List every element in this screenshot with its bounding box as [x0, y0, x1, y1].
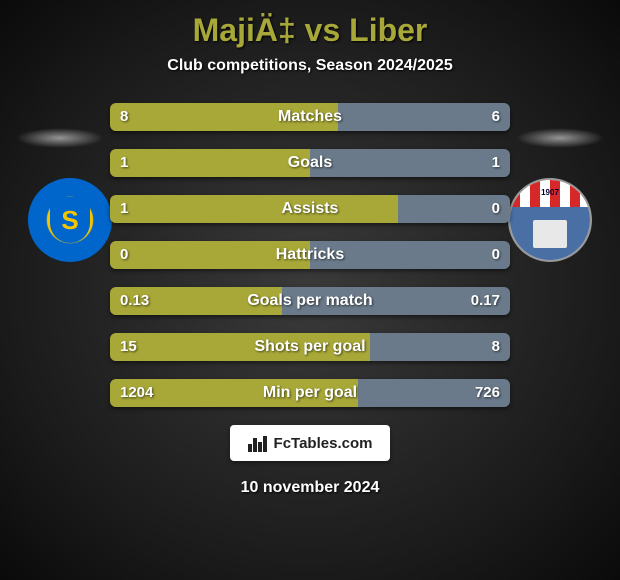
stat-row: 11Goals: [110, 149, 510, 177]
stat-label: Min per goal: [110, 379, 510, 407]
team-right-crest: 1907: [508, 178, 592, 262]
stat-label: Goals: [110, 149, 510, 177]
stat-label: Assists: [110, 195, 510, 223]
date-text: 10 november 2024: [0, 479, 620, 497]
stat-row: 86Matches: [110, 103, 510, 131]
castle-icon: [533, 220, 567, 248]
player-right-shadow: [516, 128, 604, 148]
stat-label: Goals per match: [110, 287, 510, 315]
stats-container: 86Matches 11Goals 10Assists 00Hattricks 0.13…: [110, 103, 510, 407]
stat-row: 0.130.17Goals per match: [110, 287, 510, 315]
stat-label: Matches: [110, 103, 510, 131]
team-right-crest-body: [510, 207, 590, 260]
bar-chart-icon: [248, 435, 268, 452]
footer-logo[interactable]: FcTables.com: [230, 425, 390, 461]
stat-label: Shots per goal: [110, 333, 510, 361]
stat-row: 10Assists: [110, 195, 510, 223]
stat-row: 00Hattricks: [110, 241, 510, 269]
stat-label: Hattricks: [110, 241, 510, 269]
team-left-crest-inner: S: [50, 197, 90, 243]
subtitle: Club competitions, Season 2024/2025: [0, 57, 620, 75]
page-title: MajiÄ‡ vs Liber: [0, 0, 620, 49]
footer-logo-text: FcTables.com: [274, 435, 373, 452]
team-right-crest-year: 1907: [510, 188, 590, 197]
team-left-crest: S: [28, 178, 112, 262]
stat-row: 1204726Min per goal: [110, 379, 510, 407]
stat-row: 158Shots per goal: [110, 333, 510, 361]
player-left-shadow: [16, 128, 104, 148]
